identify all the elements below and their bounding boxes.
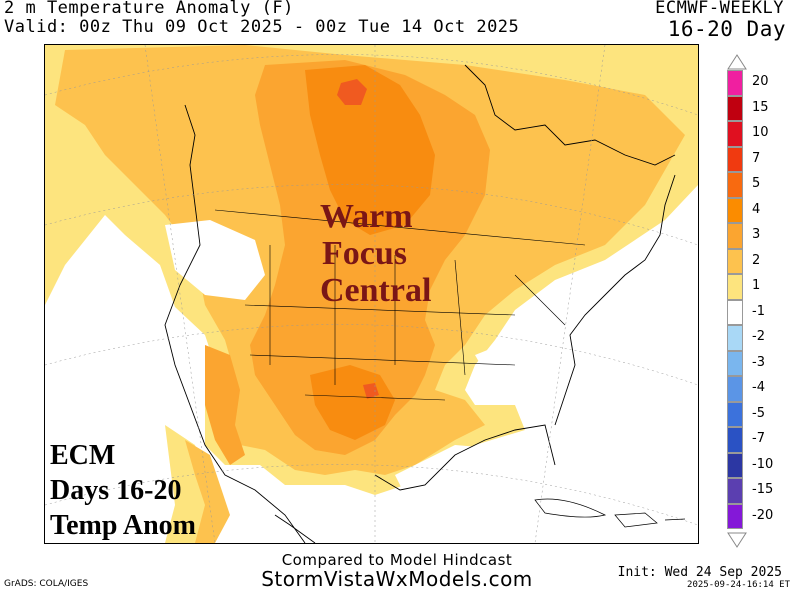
legend-swatch <box>727 299 743 325</box>
legend-label: -2 <box>752 329 765 344</box>
legend-swatch <box>727 197 743 223</box>
atlantic-ocean <box>545 285 698 543</box>
anomaly-region-5-7-north <box>337 79 367 105</box>
init-time: Init: Wed 24 Sep 2025 <box>617 565 782 580</box>
legend-bottom-arrow-outline <box>727 532 747 548</box>
map-title: 2 m Temperature Anomaly (F) <box>4 0 294 18</box>
legend-label: 5 <box>752 176 761 191</box>
map-canvas <box>45 45 698 543</box>
forecast-period: 16-20 Day <box>667 17 786 41</box>
anomaly-region-4-5-north <box>305 65 435 235</box>
legend-label: 7 <box>752 150 761 166</box>
graticule <box>45 45 698 543</box>
pacific-ocean <box>45 325 170 543</box>
legend-swatch <box>727 452 743 478</box>
legend-label: -5 <box>752 405 765 421</box>
timestamp: 2025-09-24-16:14 ET <box>687 580 790 590</box>
legend-swatch <box>727 401 743 427</box>
legend-label: -15 <box>752 482 774 497</box>
legend-swatch <box>727 325 743 351</box>
gulf-of-mexico <box>395 445 545 525</box>
legend-swatch <box>727 95 743 121</box>
anomaly-map <box>44 44 699 544</box>
legend-label: -20 <box>752 507 774 523</box>
legend-label: -3 <box>752 354 765 370</box>
legend-label: 15 <box>752 99 769 115</box>
valid-period: Valid: 00z Thu 09 Oct 2025 - 00z Tue 14 … <box>4 17 520 37</box>
legend-swatch <box>727 70 743 96</box>
anomaly-region-near-normal-nw <box>165 220 265 300</box>
grads-credit: GrADS: COLA/IGES <box>4 579 89 589</box>
legend-swatch <box>727 146 743 172</box>
anomaly-region-3-4-east <box>495 155 605 250</box>
anomaly-region-2-3-nw <box>45 120 85 165</box>
temp-anom-line: Temp Anom <box>50 510 197 541</box>
coastlines <box>164 64 676 543</box>
legend-swatch <box>727 248 743 274</box>
caribbean-islands <box>534 498 686 528</box>
legend-swatch <box>727 274 743 300</box>
anomaly-region-near-normal-se <box>475 335 565 395</box>
hindcast-note: Compared to Model Hindcast <box>281 551 513 569</box>
legend-label: 20 <box>752 74 769 89</box>
legend-label: -4 <box>752 380 765 395</box>
legend-label: 2 <box>752 252 761 268</box>
model-name: ECMWF-WEEKLY <box>655 0 784 18</box>
legend-label: -1 <box>752 303 765 319</box>
legend-swatch <box>727 172 743 198</box>
legend-top-arrow-outline <box>727 54 747 70</box>
color-legend <box>725 56 747 529</box>
warm-focus-annotation: Warm Focus Central <box>320 198 431 309</box>
anomaly-region-3-4-west <box>205 345 245 465</box>
ecm-line: ECM <box>50 440 116 471</box>
state-borders <box>214 209 586 401</box>
legend-swatch <box>727 223 743 249</box>
central-line: Central <box>320 272 432 309</box>
anomaly-region-2-3-west <box>185 440 230 543</box>
legend-swatch <box>727 503 743 529</box>
ecm-annotation: ECM Days 16-20 Temp Anom <box>50 438 196 543</box>
legend-swatch <box>727 478 743 504</box>
legend-label: -10 <box>752 456 774 472</box>
legend-swatch <box>727 427 743 453</box>
legend-cells <box>725 70 743 529</box>
legend-label: 4 <box>752 201 761 217</box>
focus-line: Focus <box>322 235 407 272</box>
legend-swatch <box>727 350 743 376</box>
legend-swatch <box>727 376 743 402</box>
legend-label: 3 <box>752 227 761 242</box>
warm-line: Warm <box>320 198 413 235</box>
anomaly-region-1-2-west <box>165 425 210 543</box>
days-line: Days 16-20 <box>50 475 182 506</box>
legend-label: -7 <box>752 431 765 446</box>
legend-label: 1 <box>752 278 761 293</box>
site-name: StormVistaWxModels.com <box>261 567 533 591</box>
legend-label: 10 <box>752 125 769 140</box>
legend-swatch <box>727 121 743 147</box>
